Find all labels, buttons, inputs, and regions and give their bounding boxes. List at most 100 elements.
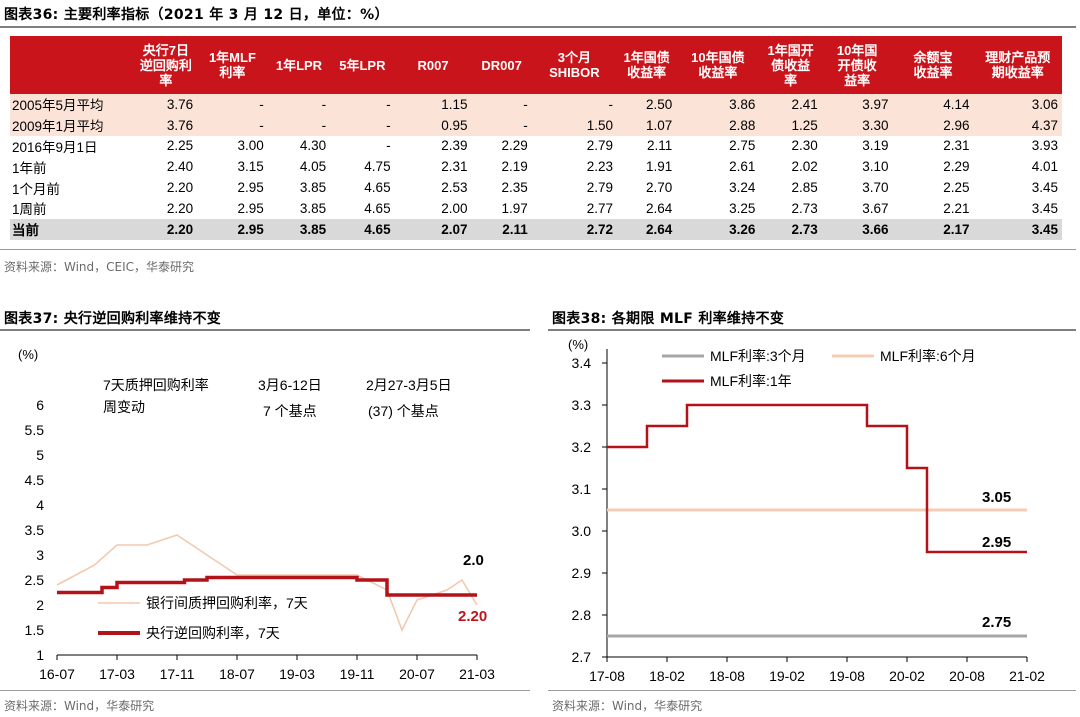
table-row: 当前 2.20 2.95 3.85 4.65 2.07 2.11 2.72 2.64 3.26 2.…: [10, 218, 1062, 240]
table-cell: -: [197, 94, 268, 115]
table-cell: 2.64: [617, 218, 677, 240]
table-cell: 3.66: [821, 218, 893, 240]
table-cell: 1.15: [394, 94, 472, 115]
col-header-7: 3个月 SHIBOR: [531, 36, 618, 94]
table-cell: 3.30: [821, 114, 893, 136]
table-row: 1个月前 2.20 2.95 3.85 4.65 2.53 2.35 2.79 2.70 3.24…: [10, 177, 1062, 198]
table-cell: 3.97: [821, 94, 893, 115]
table-cell: 4.37: [973, 114, 1062, 136]
table-cell: 1.07: [617, 114, 677, 136]
table-cell: 4.05: [299, 159, 327, 175]
table-cell: 2.77: [586, 200, 614, 216]
c38-ytick-label: 3.2: [572, 439, 592, 455]
table-cell: 4.14: [892, 94, 974, 115]
table-cell: -: [330, 114, 395, 136]
table-cell: 2.21: [943, 200, 970, 216]
c37-ytick-label: 4: [36, 497, 44, 513]
col-header-6: DR007: [471, 36, 532, 94]
chart-mlf-rate: (%) 2.7 2.8 2.9 3.0 3.1 3.2 3.3 3.4 17-08 18-02 1…: [568, 337, 1045, 684]
table-row: 2009年1月平均 3.76- - -0.95-1.50 1.07 2.88 1.25 3.3…: [10, 114, 1062, 136]
table-cell: 4.65: [364, 180, 391, 196]
table-cell: 2.95: [197, 218, 268, 240]
table-cell: 2.95: [237, 180, 264, 196]
table-cell: 2.53: [441, 180, 468, 196]
table-row: 2016年9月1日 2.25 3.00 4.30 - 2.39 2.29 2.79 2.11 2.…: [10, 136, 1062, 157]
table-cell: 2.35: [501, 180, 528, 196]
c37-xtick-label: 18-07: [219, 666, 255, 682]
fig38-top-rule: [548, 329, 1076, 331]
table-cell: 1.50: [531, 114, 618, 136]
col-header-9: 10年国债 收益率: [676, 36, 760, 94]
c38-legend-6m: MLF利率:6个月: [880, 348, 976, 364]
table-cell: 3.00: [237, 138, 264, 154]
row-label: 1年前: [12, 160, 47, 176]
table-cell: 3.85: [267, 218, 331, 240]
table-cell: 2.23: [586, 159, 614, 175]
c37-anno-1-line2: 周变动: [103, 399, 145, 415]
row-label: 2009年1月平均: [10, 114, 135, 136]
c37-anno-3-line2: (37) 个基点: [368, 403, 439, 419]
table-cell: 3.25: [729, 200, 756, 216]
col-header-2: 1年MLF 利率: [197, 36, 268, 94]
table-cell: 2.20: [134, 218, 198, 240]
table-cell: 3.24: [729, 180, 756, 196]
table-cell: 2.96: [892, 114, 974, 136]
table-cell: 3.19: [862, 138, 889, 154]
c37-anno-3-line1: 2月27-3月5日: [366, 377, 452, 393]
table-cell: 2.40: [166, 159, 194, 175]
table-cell: 2.17: [892, 218, 974, 240]
c38-xtick-label: 21-02: [1009, 668, 1045, 684]
c37-ytick-label: 3.5: [25, 522, 45, 538]
table-cell: 2.30: [791, 138, 818, 154]
table-cell: 3.76: [134, 94, 198, 115]
table-cell: 3.67: [862, 200, 889, 216]
c38-legend-3m: MLF利率:3个月: [710, 348, 806, 364]
table-cell: 2.07: [394, 218, 472, 240]
c37-ytick-label: 5: [36, 447, 44, 463]
c37-ytick-label: 5.5: [25, 422, 45, 438]
c37-anno-2-line1: 3月6-12日: [258, 377, 322, 393]
c38-series-1y: [607, 403, 1027, 554]
table-cell: 2.75: [729, 138, 756, 154]
table-cell: 2.31: [943, 138, 970, 154]
table-cell: 3.85: [299, 180, 327, 196]
table-cell: 3.26: [676, 218, 760, 240]
col-header-4: 5年LPR: [330, 36, 395, 94]
table-row: 2005年5月平均 3.76- - -1.15- -2.50 3.86 2.41 3.97 4.…: [10, 94, 1062, 115]
c37-end-interbank: 2.0: [463, 552, 484, 569]
rates-table-header: 央行7日 逆回购利率 1年MLF 利率 1年LPR 5年LPR R007 DR007 3个月 SH…: [10, 36, 1062, 94]
fig36-source: 资料来源：Wind，CEIC，华泰研究: [4, 260, 195, 274]
table-cell: 2.73: [759, 218, 822, 240]
table-cell: 2.02: [791, 159, 818, 175]
table-cell: 3.70: [862, 180, 889, 196]
table-cell: 1.25: [759, 114, 822, 136]
chart-repo-rate: (%) 1 1.5 2 2.5 3 3.5 4 4.5 5 5.5 6 16-07 17-03 17-1…: [18, 347, 495, 682]
table-row: 1周前 2.20 2.95 3.85 4.65 2.00 1.97 2.77 2.64 3.25 2…: [10, 198, 1062, 219]
c37-end-policy: 2.20: [458, 608, 487, 625]
col-header-1: 央行7日 逆回购利率: [134, 36, 198, 94]
table-cell: 3.06: [973, 94, 1062, 115]
table-cell: 2.20: [166, 200, 194, 216]
c38-xtick-label: 18-08: [709, 668, 745, 684]
col-header-13: 理财产品预 期收益率: [973, 36, 1062, 94]
table-cell: -: [267, 94, 331, 115]
table-cell: 2.11: [471, 218, 532, 240]
table-cell: 2.79: [586, 138, 614, 154]
row-label: 1个月前: [12, 181, 61, 197]
table-cell: 3.93: [1031, 138, 1058, 154]
col-header-12: 余额宝 收益率: [892, 36, 974, 94]
col-header-0: [10, 36, 135, 94]
table-cell: -: [386, 138, 391, 154]
table-cell: 2.85: [791, 180, 818, 196]
table-cell: 1.91: [645, 159, 673, 175]
table-cell: 4.75: [364, 159, 391, 175]
table-cell: 3.76: [134, 114, 198, 136]
c37-ytick-label: 1.5: [25, 622, 45, 638]
row-label: 当前: [10, 218, 135, 240]
c38-ytick-label: 3.1: [572, 481, 592, 497]
table-cell: 2.39: [441, 138, 468, 154]
c38-ytick-label: 2.9: [572, 565, 592, 581]
table-cell: 2.31: [441, 159, 468, 175]
c38-xtick-label: 19-08: [829, 668, 865, 684]
table-cell: 2.50: [617, 94, 677, 115]
